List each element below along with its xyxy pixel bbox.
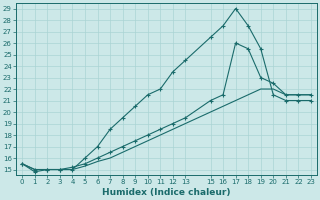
X-axis label: Humidex (Indice chaleur): Humidex (Indice chaleur) (102, 188, 231, 197)
